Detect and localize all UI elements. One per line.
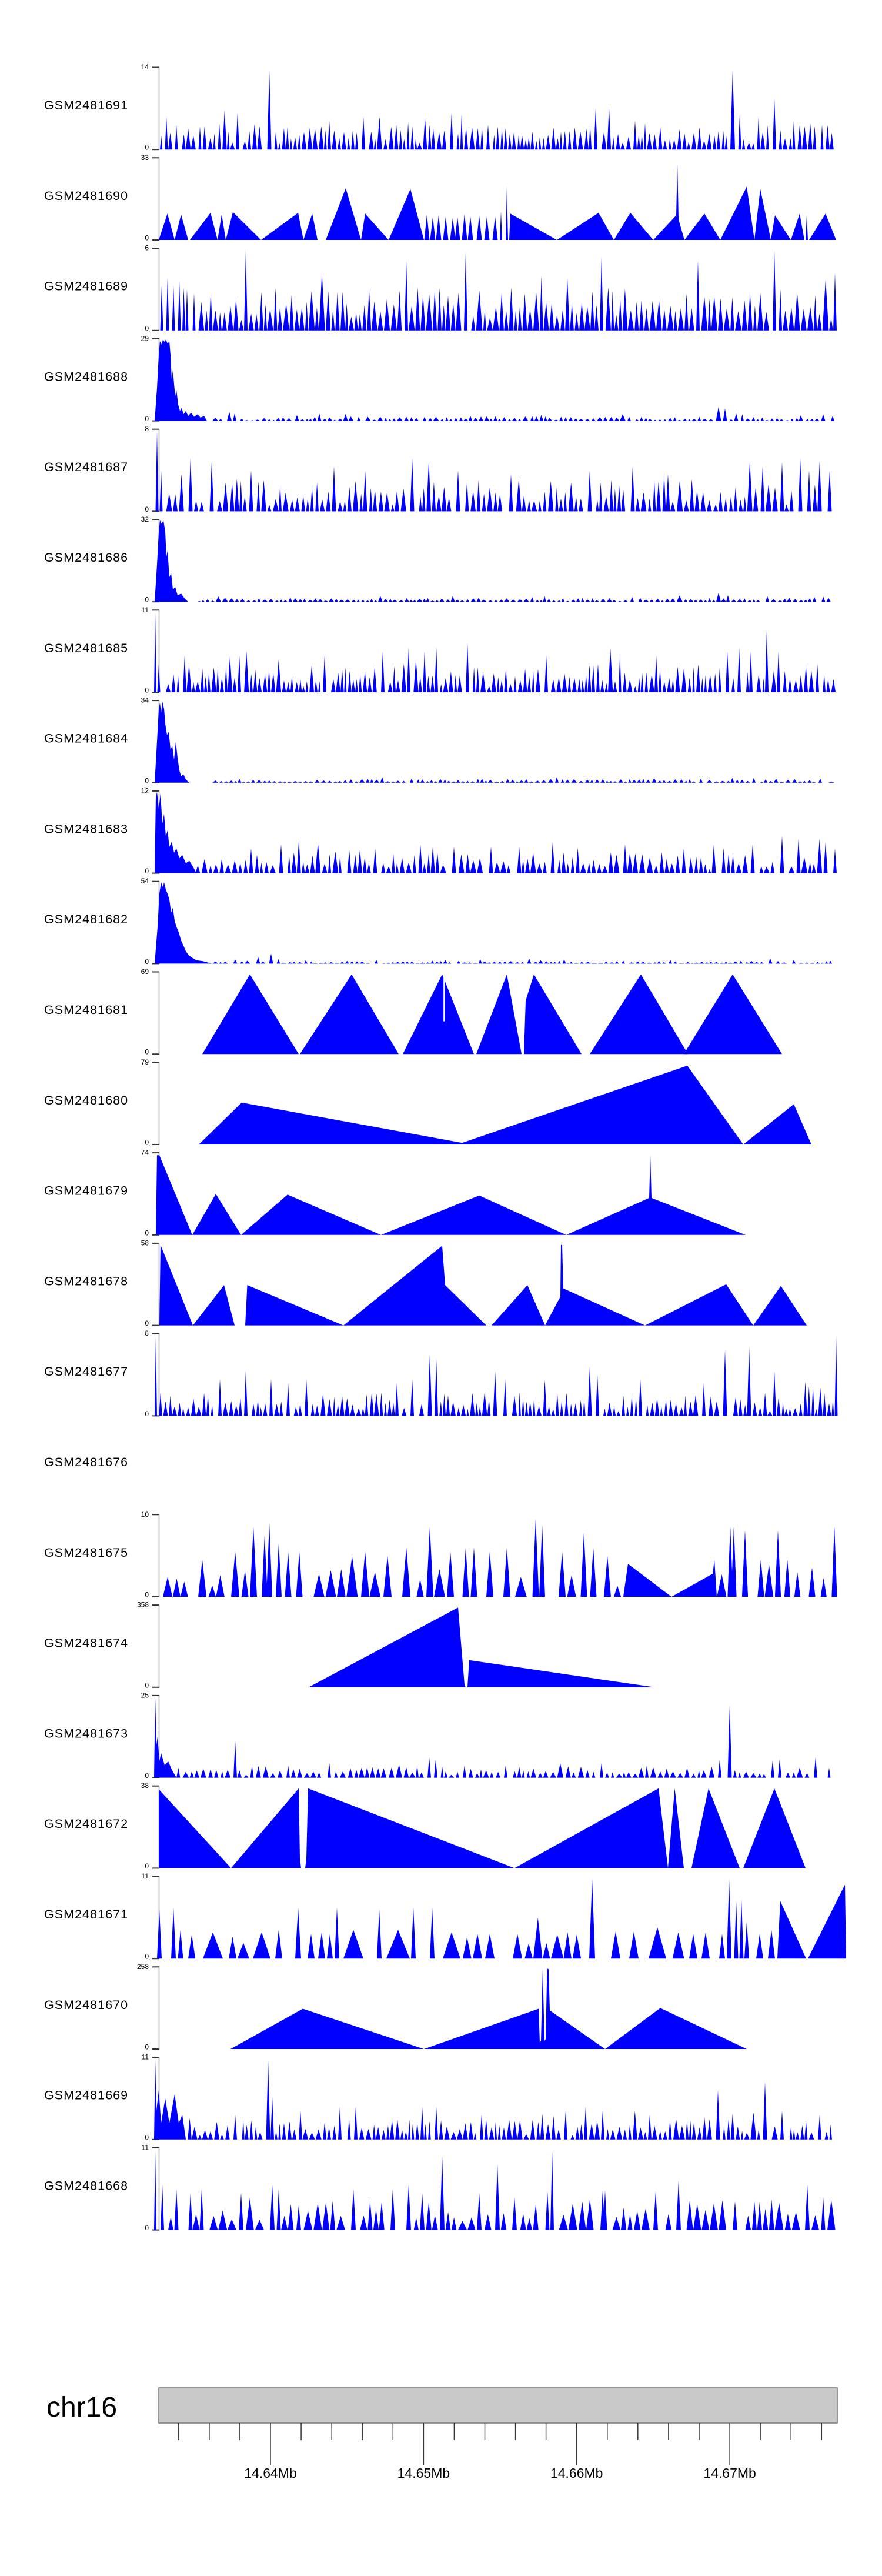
svg-text:0: 0: [145, 686, 149, 695]
svg-text:0: 0: [145, 144, 149, 152]
svg-text:0: 0: [145, 2133, 149, 2141]
svg-text:0: 0: [145, 2043, 149, 2051]
svg-text:GSM2481688: GSM2481688: [44, 369, 128, 383]
svg-text:chr16: chr16: [46, 2392, 117, 2423]
svg-text:0: 0: [145, 776, 149, 785]
svg-text:0: 0: [145, 1048, 149, 1056]
svg-text:0: 0: [145, 1139, 149, 1147]
svg-text:0: 0: [145, 2224, 149, 2232]
svg-text:GSM2481683: GSM2481683: [44, 822, 128, 836]
svg-text:GSM2481676: GSM2481676: [44, 1455, 128, 1469]
svg-text:79: 79: [141, 1058, 149, 1066]
svg-text:8: 8: [145, 1329, 149, 1337]
svg-text:GSM2481673: GSM2481673: [44, 1726, 128, 1740]
svg-text:12: 12: [141, 786, 149, 795]
svg-text:258: 258: [137, 1963, 149, 1971]
svg-text:GSM2481681: GSM2481681: [44, 1003, 128, 1017]
svg-text:34: 34: [141, 696, 149, 705]
svg-text:GSM2481691: GSM2481691: [44, 98, 128, 112]
svg-text:GSM2481672: GSM2481672: [44, 1817, 128, 1831]
svg-text:GSM2481677: GSM2481677: [44, 1364, 128, 1379]
svg-text:GSM2481684: GSM2481684: [44, 732, 128, 746]
svg-text:54: 54: [141, 877, 149, 885]
svg-text:14.65Mb: 14.65Mb: [397, 2465, 450, 2481]
svg-text:GSM2481679: GSM2481679: [44, 1184, 128, 1198]
svg-text:38: 38: [141, 1781, 149, 1790]
svg-text:0: 0: [145, 1862, 149, 1870]
svg-text:GSM2481675: GSM2481675: [44, 1546, 128, 1560]
svg-text:GSM2481689: GSM2481689: [44, 279, 128, 293]
svg-text:0: 0: [145, 1953, 149, 1961]
svg-text:0: 0: [145, 234, 149, 242]
svg-text:0: 0: [145, 324, 149, 332]
svg-text:14.66Mb: 14.66Mb: [550, 2465, 603, 2481]
svg-text:8: 8: [145, 425, 149, 433]
svg-text:GSM2481685: GSM2481685: [44, 641, 128, 655]
svg-text:0: 0: [145, 1410, 149, 1418]
svg-text:11: 11: [142, 1872, 149, 1880]
svg-text:14: 14: [141, 63, 149, 71]
svg-text:32: 32: [141, 515, 149, 523]
svg-text:GSM2481686: GSM2481686: [44, 550, 128, 565]
svg-text:14.67Mb: 14.67Mb: [703, 2465, 756, 2481]
svg-text:GSM2481680: GSM2481680: [44, 1093, 128, 1107]
svg-text:0: 0: [145, 1681, 149, 1689]
svg-text:6: 6: [145, 244, 149, 252]
svg-text:25: 25: [141, 1691, 149, 1699]
svg-text:GSM2481670: GSM2481670: [44, 1998, 128, 2012]
svg-text:0: 0: [145, 596, 149, 604]
svg-text:11: 11: [142, 606, 149, 614]
svg-text:33: 33: [141, 154, 149, 162]
svg-text:GSM2481674: GSM2481674: [44, 1636, 128, 1650]
svg-text:0: 0: [145, 1771, 149, 1780]
svg-text:GSM2481668: GSM2481668: [44, 2178, 128, 2193]
svg-text:0: 0: [145, 1319, 149, 1327]
svg-text:GSM2481687: GSM2481687: [44, 460, 128, 474]
svg-text:11: 11: [142, 2143, 149, 2151]
svg-text:358: 358: [137, 1601, 149, 1609]
svg-text:GSM2481690: GSM2481690: [44, 189, 128, 203]
svg-text:GSM2481671: GSM2481671: [44, 1907, 128, 1921]
svg-text:GSM2481669: GSM2481669: [44, 2088, 128, 2103]
svg-text:29: 29: [141, 334, 149, 342]
svg-text:58: 58: [141, 1239, 149, 1247]
svg-text:0: 0: [145, 1591, 149, 1599]
svg-text:0: 0: [145, 957, 149, 966]
svg-text:11: 11: [142, 2053, 149, 2061]
svg-text:0: 0: [145, 505, 149, 513]
svg-text:10: 10: [141, 1510, 149, 1519]
svg-text:69: 69: [141, 967, 149, 976]
svg-text:0: 0: [145, 415, 149, 423]
svg-text:0: 0: [145, 1229, 149, 1237]
svg-text:74: 74: [141, 1149, 149, 1157]
svg-text:0: 0: [145, 867, 149, 875]
svg-text:GSM2481682: GSM2481682: [44, 912, 128, 926]
svg-text:GSM2481678: GSM2481678: [44, 1274, 128, 1288]
svg-text:14.64Mb: 14.64Mb: [244, 2465, 297, 2481]
